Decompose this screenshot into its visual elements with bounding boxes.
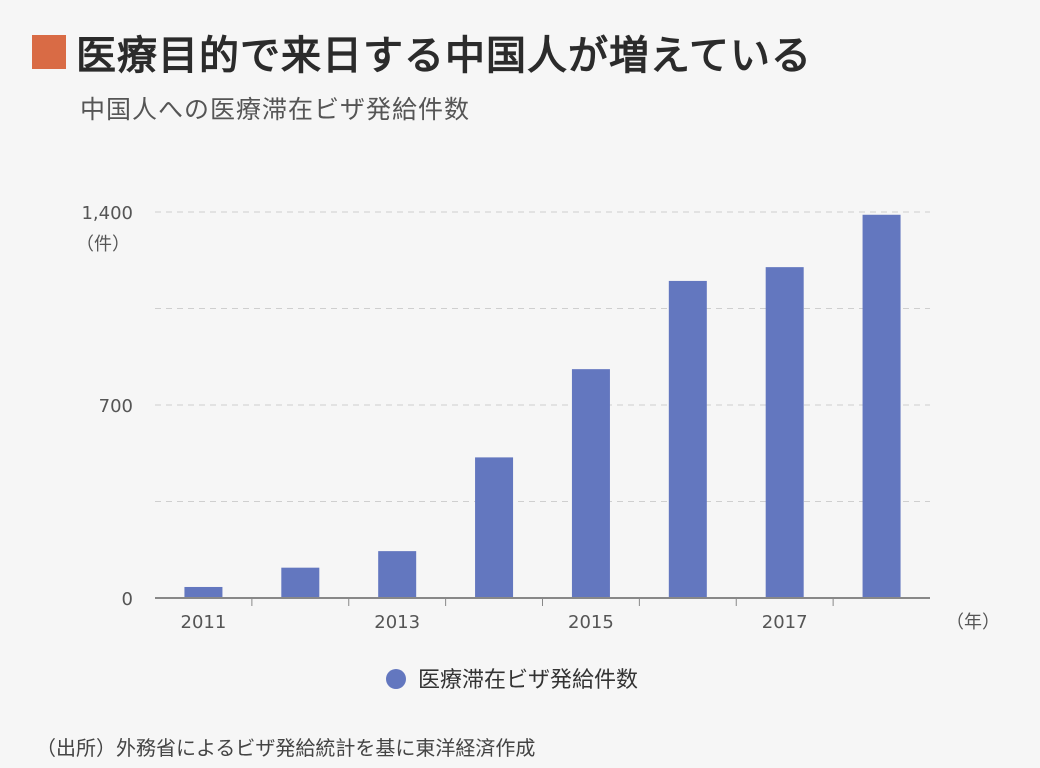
y-tick-label: 0 <box>122 589 133 610</box>
bar-2012 <box>281 567 320 598</box>
y-unit-label: （件） <box>76 234 130 255</box>
bar-2014 <box>475 457 514 598</box>
bar-2011 <box>184 586 223 598</box>
title-accent-square <box>32 35 66 69</box>
y-tick-label: 700 <box>99 396 133 417</box>
bar-2016 <box>668 280 707 598</box>
bar-2018 <box>862 214 901 598</box>
legend-label: 医療滞在ビザ発給件数 <box>418 668 638 693</box>
x-tick-label: 2017 <box>762 612 808 633</box>
bar-chart: 0 700 1,400 （件） 2011 2013 2015 2017 （年） 医療滞在ビザ発給件… <box>76 203 1000 693</box>
x-tick-label: 2013 <box>374 612 420 633</box>
bar-2017 <box>765 267 804 598</box>
x-tick-label: 2015 <box>568 612 614 633</box>
page-title: 医療目的で来日する中国人が増えている <box>76 33 812 79</box>
bar-2013 <box>378 551 417 598</box>
x-tick-label: 2011 <box>181 612 227 633</box>
y-tick-label: 1,400 <box>81 203 133 224</box>
source-note: （出所）外務省によるビザ発給統計を基に東洋経済作成 <box>36 736 536 760</box>
x-unit-label: （年） <box>946 612 1000 633</box>
bar-2015 <box>571 369 610 598</box>
title-row: 医療目的で来日する中国人が増えている <box>32 22 812 82</box>
legend-marker <box>386 669 406 689</box>
page-subtitle: 中国人への医療滞在ビザ発給件数 <box>80 95 471 124</box>
